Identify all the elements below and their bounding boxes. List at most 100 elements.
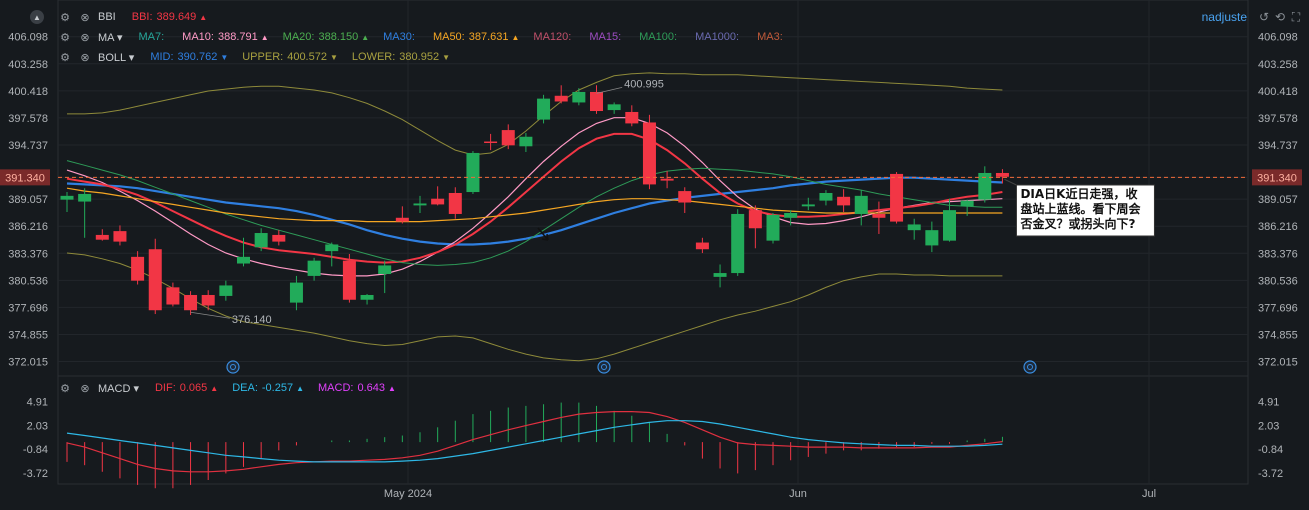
indicator-label: UPPER: <box>242 51 284 63</box>
indicator-name[interactable]: MACD ▾ <box>98 382 139 395</box>
indicator-item: DIF: 0.065 ▲ <box>155 382 218 394</box>
candle-body <box>625 111 639 124</box>
candle-body <box>325 244 339 252</box>
high-marker-leader <box>596 86 623 94</box>
candle-body <box>201 294 215 306</box>
undo-icon[interactable]: ↺ <box>1258 10 1270 24</box>
username-label[interactable]: nadjuste <box>1201 10 1247 24</box>
series-line-bbi <box>66 132 1003 264</box>
price-tick-label: 406.098 <box>8 32 48 44</box>
indicator-item: MA120: <box>533 31 575 43</box>
indicator-item: MID: 390.762 ▼ <box>150 51 228 63</box>
settings-icon[interactable]: ⚙ <box>60 31 70 44</box>
candle-body <box>166 287 180 305</box>
candle-body <box>431 198 445 205</box>
price-tick-label: 377.696 <box>1258 302 1298 314</box>
indicator-row-ma: ⚙ ⊗ MA ▾ MA7: MA10: 388.791 ▲ MA20: 388.150 ▲ MA30… <box>58 29 801 45</box>
series-line-boll-mid <box>66 176 1003 246</box>
candle-body <box>607 104 621 111</box>
macd-tick-label: 4.91 <box>27 397 48 409</box>
settings-icon[interactable]: ⚙ <box>60 11 70 24</box>
candle-body <box>272 234 286 242</box>
macd-tick-label: -0.84 <box>1258 444 1283 456</box>
candle-body <box>801 204 815 207</box>
indicator-name[interactable]: MA ▾ <box>98 31 123 44</box>
candle-body <box>360 294 374 300</box>
current-price-tag-right <box>1252 169 1302 186</box>
candle-body <box>184 294 198 311</box>
arrow-up-icon: ▲ <box>210 383 219 393</box>
candle-body <box>413 203 427 206</box>
candle-body <box>748 210 762 229</box>
hide-icon[interactable]: ⊗ <box>80 382 90 395</box>
candle-body <box>995 172 1009 177</box>
macd-tick-label: -3.72 <box>23 468 48 480</box>
price-tick-label: 374.855 <box>8 329 48 341</box>
arrow-up-icon: ▲ <box>296 383 305 393</box>
indicator-value: 387.631 <box>468 31 509 43</box>
arrow-down-icon: ▼ <box>220 52 229 62</box>
fullscreen-icon[interactable]: ⛶ <box>1291 9 1301 24</box>
candle-body <box>872 213 886 218</box>
indicator-value: 0.643 <box>357 382 385 394</box>
settings-icon[interactable]: ⚙ <box>60 51 70 64</box>
candle-body <box>854 195 868 214</box>
collapse-icon[interactable]: ▲ <box>30 10 44 24</box>
indicator-item: MA3: <box>757 31 787 43</box>
indicator-row-boll: ⚙ ⊗ BOLL ▾ MID: 390.762 ▼ UPPER: 400.572 ▼ LOWER:… <box>58 49 464 65</box>
macd-tick-label: 4.91 <box>1258 397 1279 409</box>
price-tick-label: 406.098 <box>1258 32 1298 44</box>
candle-body <box>537 98 551 120</box>
indicator-item: BBI: 389.649 ▲ <box>132 11 207 23</box>
indicator-label: BBI: <box>131 11 153 23</box>
price-tick-label: 377.696 <box>8 302 48 314</box>
price-tick-label: 389.057 <box>1258 194 1298 206</box>
candle-body <box>837 196 851 206</box>
event-marker-icon <box>597 360 611 374</box>
indicator-row-macd: ⚙ ⊗ MACD ▾ DIF: 0.065 ▲ DEA: -0.257 ▲ MACD: 0.643 ▲ <box>58 380 410 396</box>
indicator-label: MID: <box>150 51 174 63</box>
candle-body <box>978 172 992 200</box>
annotation-box <box>1015 184 1155 237</box>
indicator-name[interactable]: BOLL ▾ <box>98 51 135 64</box>
candle-body <box>784 213 798 218</box>
indicator-item: UPPER: 400.572 ▼ <box>242 51 338 63</box>
indicator-item: LOWER: 380.952 ▼ <box>352 51 450 63</box>
macd-tick-label: -0.84 <box>23 444 48 456</box>
macd-tick-label: 2.03 <box>1258 420 1279 432</box>
candle-body <box>907 224 921 231</box>
indicator-value: -0.257 <box>261 382 294 394</box>
indicator-item: MA50: 387.631 ▲ <box>433 31 519 43</box>
price-tick-label: 383.376 <box>8 248 48 260</box>
indicator-item: MA30: <box>383 31 419 43</box>
arrow-up-icon: ▲ <box>260 32 269 42</box>
indicator-name[interactable]: BBI <box>98 11 116 23</box>
hide-icon[interactable]: ⊗ <box>80 51 90 64</box>
event-marker-icon-inner <box>230 364 236 370</box>
series-line-boll-lower <box>66 252 1003 362</box>
low-marker-leader <box>190 311 230 319</box>
annotation-text-line: 否金叉？或拐头向下? <box>1019 216 1135 231</box>
indicator-label: DEA: <box>232 382 258 394</box>
candle-body <box>78 193 92 202</box>
settings-icon[interactable]: ⚙ <box>60 382 70 395</box>
candle-body <box>131 256 145 281</box>
price-tick-label: 403.258 <box>8 59 48 71</box>
candle-body <box>113 231 127 242</box>
candle-body <box>642 122 656 185</box>
macd-panel-border <box>57 375 1249 485</box>
macd-line-dea <box>66 420 1003 463</box>
reset-icon[interactable]: ⟲ <box>1274 10 1286 24</box>
hide-icon[interactable]: ⊗ <box>80 11 90 24</box>
hide-icon[interactable]: ⊗ <box>80 31 90 44</box>
low-marker-label: 376.140 <box>232 314 272 326</box>
event-marker-icon <box>226 360 240 374</box>
candle-body <box>501 130 515 146</box>
candle-body <box>590 91 603 112</box>
current-price-tag-left <box>0 169 50 186</box>
arrow-up-icon: ▲ <box>361 32 370 42</box>
indicator-item: MA1000: <box>695 31 743 43</box>
series-line-boll-upper <box>67 72 1003 156</box>
arrow-up-icon: ▲ <box>511 32 520 42</box>
